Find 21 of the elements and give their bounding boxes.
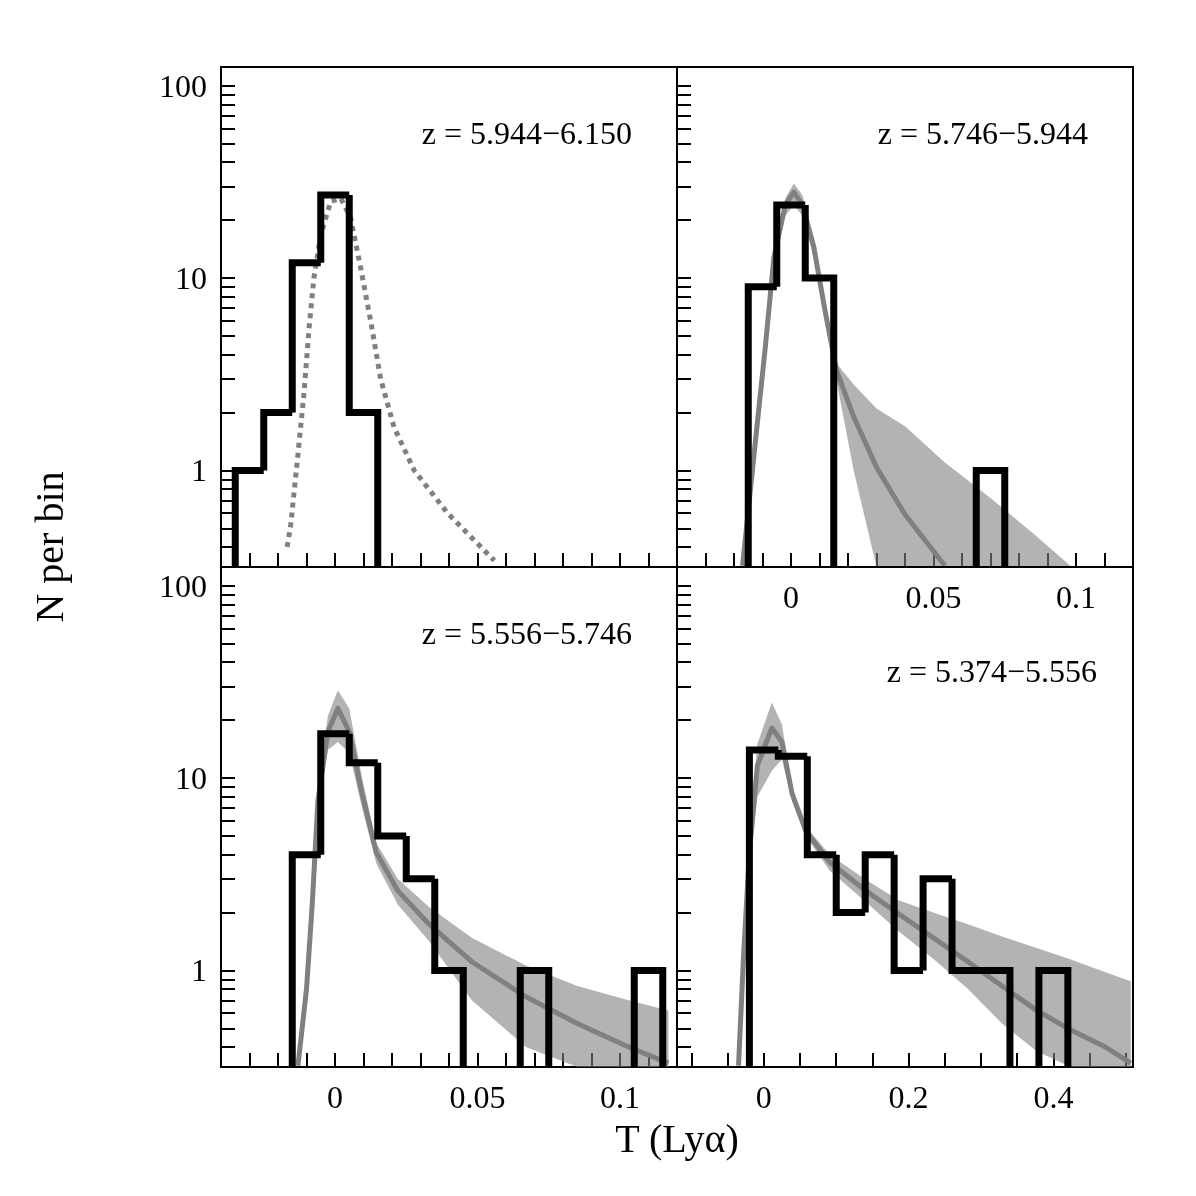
x-tick-label: 0.2	[888, 1079, 929, 1115]
x-tick-label: 0.05	[905, 579, 962, 615]
annotation: z = 5.944−6.150	[421, 115, 632, 151]
y-axis-title: N per bin	[27, 471, 72, 623]
x-tick-label: 0.4	[1033, 1079, 1074, 1115]
x-axis-title: T (Lyα)	[615, 1116, 739, 1161]
annotation: z = 5.374−5.556	[886, 653, 1097, 689]
y-tick-label: 1	[191, 952, 207, 989]
x-tick-label: 0	[327, 1079, 343, 1115]
x-tick-label: 0.1	[600, 1079, 640, 1115]
annotation: z = 5.556−5.746	[421, 615, 632, 651]
y-tick-label: 10	[175, 260, 207, 297]
y-tick-label: 100	[159, 567, 207, 604]
x-tick-label: 0	[783, 579, 799, 615]
x-tick-label: 0.1	[1056, 579, 1096, 615]
y-tick-label: 100	[159, 67, 207, 104]
y-tick-label: 10	[175, 760, 207, 797]
x-tick-label: 0	[755, 1079, 772, 1115]
y-tick-label: 1	[191, 452, 207, 489]
x-tick-label: 0.05	[449, 1079, 506, 1115]
annotation: z = 5.746−5.944	[877, 115, 1088, 151]
